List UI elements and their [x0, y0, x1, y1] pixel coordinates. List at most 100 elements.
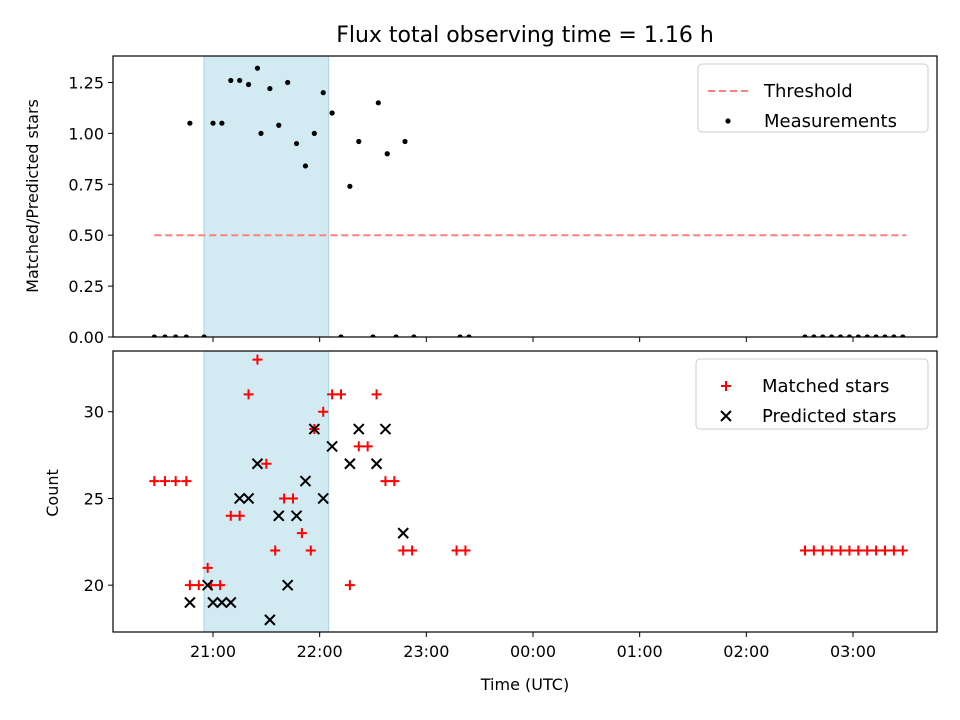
x-axis-label: Time (UTC) [480, 675, 569, 694]
data-point [293, 140, 300, 147]
data-point [243, 389, 254, 400]
x-tick-label: 00:00 [510, 642, 556, 661]
y-tick-label: 0.50 [68, 226, 104, 245]
data-point [384, 151, 390, 157]
legend: Threshold Measurements [697, 63, 929, 133]
series-measurements [151, 65, 906, 337]
data-point [320, 90, 326, 96]
data-point [380, 476, 391, 487]
data-point [808, 545, 819, 556]
x-tick-label: 23:00 [403, 642, 449, 661]
data-point [160, 476, 170, 487]
x-tick-label: 22:00 [297, 642, 343, 661]
data-point [353, 441, 364, 452]
data-point [290, 510, 303, 522]
data-point [285, 79, 291, 86]
data-point [201, 579, 214, 591]
data-point [267, 85, 273, 92]
data-point [219, 120, 225, 126]
data-point [347, 183, 353, 189]
data-point [891, 334, 897, 337]
data-point [451, 545, 462, 556]
y-tick-label: 20 [84, 576, 104, 595]
data-point [270, 545, 281, 556]
plot-area [149, 354, 908, 626]
series-predicted-stars [184, 423, 409, 626]
data-point [183, 334, 189, 337]
data-point [370, 458, 383, 470]
data-point [252, 354, 263, 365]
data-point [264, 614, 276, 626]
data-point [228, 77, 234, 84]
data-point [149, 476, 160, 487]
data-point [225, 510, 236, 521]
data-point [261, 458, 272, 469]
data-point [407, 545, 418, 556]
data-point [326, 440, 338, 453]
data-point [305, 545, 316, 556]
data-point [251, 458, 264, 470]
bottom-plot-layer: 20 25 30 21:00 22:00 23:00 00:00 01:00 02:00 03:0… [84, 350, 938, 661]
legend-label: Measurements [764, 111, 897, 132]
data-point [397, 527, 409, 539]
data-point [398, 545, 409, 556]
data-point [184, 580, 195, 591]
data-point [379, 423, 392, 435]
data-point [207, 596, 219, 609]
y-tick-label: 1.25 [68, 73, 104, 92]
axes-frame [112, 350, 938, 633]
data-point [882, 334, 888, 337]
data-point [457, 334, 463, 337]
data-point [844, 545, 855, 556]
data-point [389, 476, 400, 487]
data-point [151, 334, 157, 337]
data-point [344, 458, 356, 470]
data-point [216, 596, 228, 609]
shaded-interval [204, 56, 329, 337]
data-point [835, 545, 846, 556]
bottom-y-axis-label: Count [43, 469, 62, 517]
data-point [411, 334, 417, 337]
data-point [853, 545, 864, 556]
data-point [336, 389, 346, 400]
data-point [318, 406, 329, 417]
data-point [308, 423, 321, 435]
y-tick-label: 0.75 [68, 175, 104, 194]
x-tick-label: 01:00 [617, 642, 663, 661]
data-point [288, 493, 298, 504]
data-point [344, 580, 355, 591]
data-point [184, 596, 196, 609]
shaded-interval [204, 351, 329, 632]
data-point [871, 545, 882, 556]
top-plot-layer: 0.00 0.25 0.50 0.75 1.00 1.25 Threshold Measure… [68, 55, 938, 347]
data-point [201, 334, 207, 337]
data-point [338, 334, 344, 337]
data-point [170, 476, 181, 487]
legend-marker [720, 410, 732, 422]
data-point [181, 476, 192, 487]
data-point [802, 334, 808, 337]
top-y-axis-label: Matched/Predicted stars [23, 99, 42, 293]
data-point [296, 528, 307, 539]
data-point [242, 492, 255, 505]
data-point [193, 580, 204, 591]
legend-marker [725, 118, 731, 124]
data-point [820, 334, 826, 337]
data-point [829, 334, 835, 337]
data-point [826, 545, 837, 556]
data-point [187, 120, 193, 126]
data-point [173, 334, 179, 337]
data-point [258, 130, 264, 136]
x-tick-label: 21:00 [190, 642, 236, 661]
data-point [237, 77, 243, 84]
data-point [273, 510, 285, 522]
data-point [234, 510, 245, 521]
data-point [215, 580, 226, 591]
legend-label: Matched stars [762, 376, 889, 397]
data-point [299, 475, 312, 487]
legend-frame [697, 63, 929, 133]
x-tick-label: 02:00 [723, 642, 769, 661]
data-point [362, 441, 373, 452]
data-point [202, 562, 213, 573]
